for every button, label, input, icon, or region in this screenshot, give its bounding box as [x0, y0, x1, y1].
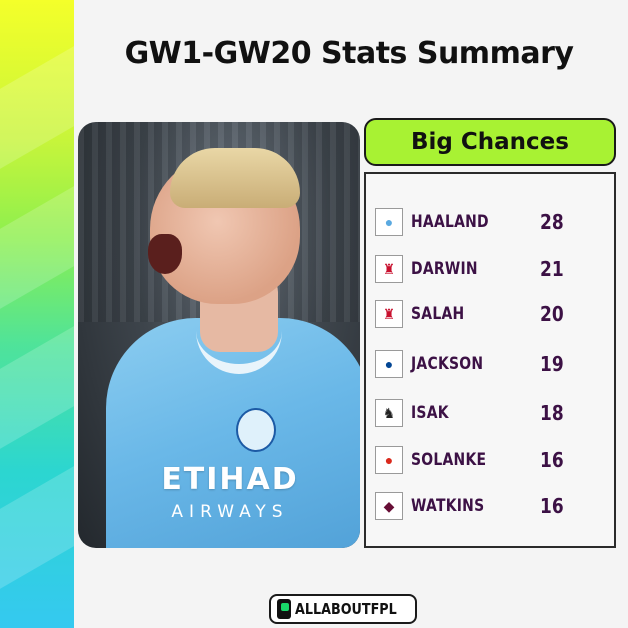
table-row: ♜ DARWIN 21	[366, 251, 614, 287]
page-title: GW1-GW20 Stats Summary	[124, 36, 574, 71]
table-row: ♜ SALAH 20	[366, 296, 614, 332]
collar-shape	[196, 318, 282, 374]
bournemouth-crest-icon: ●	[375, 446, 403, 474]
mouth-shape	[148, 234, 182, 274]
player-value: 16	[540, 494, 564, 518]
player-photo: ETIHAD AIRWAYS	[78, 122, 360, 548]
player-name: HAALAND	[411, 212, 489, 232]
player-value: 28	[540, 210, 564, 234]
brand-name: ALLABOUTFPL	[295, 600, 398, 618]
player-value: 20	[540, 302, 564, 326]
stripe-chevron	[0, 165, 74, 315]
jersey-sponsor-main: ETIHAD	[161, 462, 299, 497]
table-row: ◆ WATKINS 16	[366, 488, 614, 524]
stripe-chevron	[0, 305, 74, 455]
stat-header: Big Chances	[364, 118, 616, 166]
stripe-chevron	[0, 445, 74, 595]
player-value: 19	[540, 352, 564, 376]
aston-villa-crest-icon: ◆	[375, 492, 403, 520]
newcastle-crest-icon: ♞	[375, 399, 403, 427]
player-value: 18	[540, 401, 564, 425]
player-name: ISAK	[411, 403, 449, 423]
man-city-crest-icon	[236, 408, 276, 452]
player-name: SOLANKE	[411, 450, 487, 470]
player-name: JACKSON	[411, 354, 484, 374]
man-city-crest-icon: ●	[375, 208, 403, 236]
stripe-chevron	[0, 25, 74, 175]
player-name: DARWIN	[411, 259, 478, 279]
table-row: ♞ ISAK 18	[366, 395, 614, 431]
left-gradient-stripe	[0, 0, 74, 628]
table-row: ● SOLANKE 16	[366, 442, 614, 478]
liverpool-crest-icon: ♜	[375, 255, 403, 283]
table-row: ● HAALAND 28	[366, 204, 614, 240]
chelsea-crest-icon: ●	[375, 350, 403, 378]
table-row: ● JACKSON 19	[366, 346, 614, 382]
jersey-sponsor-sub: AIRWAYS	[171, 502, 289, 522]
player-name: WATKINS	[411, 496, 485, 516]
brand-logo-icon	[277, 599, 292, 619]
brand-footer: ALLABOUTFPL	[269, 594, 417, 624]
liverpool-crest-icon: ♜	[375, 300, 403, 328]
player-value: 21	[540, 257, 564, 281]
hair-shape	[170, 148, 300, 208]
player-name: SALAH	[411, 304, 465, 324]
stats-table: ● HAALAND 28 ♜ DARWIN 21 ♜ SALAH 20 ● JA…	[364, 172, 616, 548]
player-value: 16	[540, 448, 564, 472]
